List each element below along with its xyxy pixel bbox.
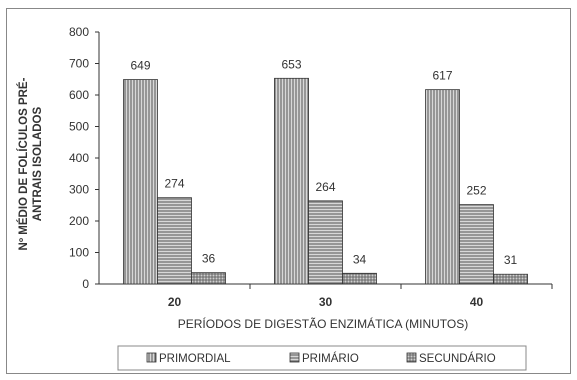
data-label: 617 [432,69,452,83]
legend-swatch [289,352,300,363]
x-tick-label: 40 [470,295,484,309]
bar-primário-40 [459,204,494,285]
bar-secundário-30 [342,272,377,285]
y-axis-ticks: 0 100 200 300 400 500 600 700 800 [69,25,99,291]
bar-primário-30 [308,200,343,285]
legend-swatch [146,352,157,363]
chart-frame: Nº MÉDIO DE FOLÍCULOS PRÉ- ANTRAIS ISOLA… [6,8,571,374]
data-label: 252 [466,184,486,198]
bar-primário-20 [157,197,192,285]
y-tick-label: 700 [69,57,89,71]
data-label: 36 [202,252,216,266]
bars: 649 274 36 653 264 34 617 252 31 [123,57,528,285]
x-axis-ticks: 20 30 40 [168,284,553,309]
y-tick-label: 800 [69,25,89,39]
legend-label: SECUNDÁRIO [419,352,496,365]
data-label: 653 [281,57,301,71]
y-axis-label-line-2: ANTRAIS ISOLADOS [32,106,44,221]
y-tick-label: 600 [69,88,89,102]
legend-label: PRIMORDIAL [159,353,231,365]
bar-primordial-30 [274,77,309,285]
y-tick-label: 100 [69,246,89,260]
data-label: 264 [315,180,335,194]
bar-secundário-40 [493,273,528,285]
x-axis-label: PERÍODOS DE DIGESTÃO ENZIMÁTICA (MINUTOS… [178,316,468,331]
data-label: 649 [130,59,150,73]
y-axis-label: Nº MÉDIO DE FOLÍCULOS PRÉ- ANTRAIS ISOLA… [17,77,44,250]
y-tick-label: 0 [82,277,89,291]
data-label: 31 [504,253,518,267]
bar-secundário-20 [191,272,226,285]
y-tick-label: 400 [69,151,89,165]
bar-primordial-20 [123,79,158,285]
x-tick-label: 30 [319,295,333,309]
legend-label: PRIMÁRIO [302,352,359,365]
legend-box [117,345,527,371]
bar-primordial-40 [425,89,460,285]
y-tick-label: 300 [69,183,89,197]
y-axis-label-line-1: Nº MÉDIO DE FOLÍCULOS PRÉ- [17,77,30,250]
x-tick-label: 20 [168,295,182,309]
data-label: 274 [164,177,184,191]
legend: PRIMORDIAL PRIMÁRIO SECUNDÁRIO [117,345,527,371]
y-tick-label: 200 [69,214,89,228]
bar-chart: Nº MÉDIO DE FOLÍCULOS PRÉ- ANTRAIS ISOLA… [17,25,553,371]
y-tick-label: 500 [69,120,89,134]
data-label: 34 [353,252,367,266]
legend-swatch [406,352,417,363]
